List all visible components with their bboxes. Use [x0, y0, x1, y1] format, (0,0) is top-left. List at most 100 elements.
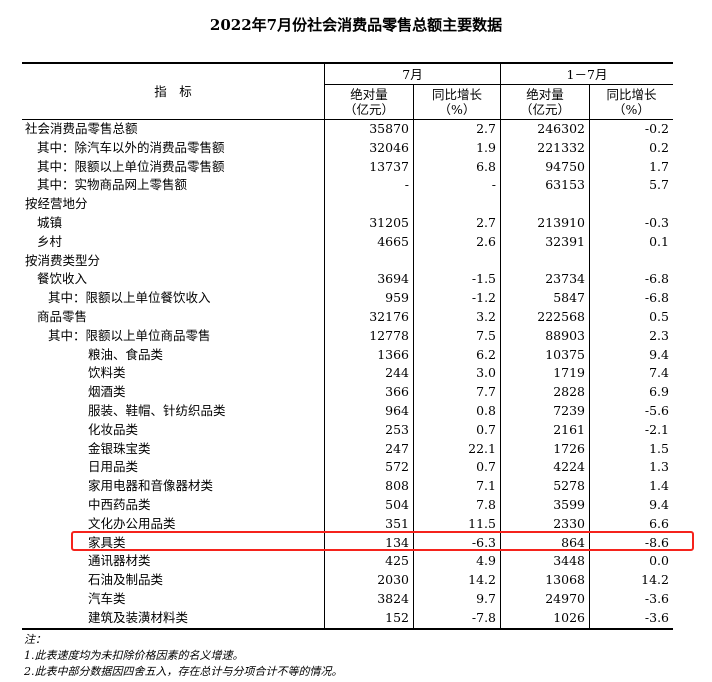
table-row: 饮料类 244 3.0 1719 7.4 — [22, 364, 673, 384]
row-value: 425 — [324, 552, 414, 572]
row-label: 石油及制品类 — [88, 572, 164, 588]
row-value: -6.8 — [589, 289, 673, 308]
table-row: 按经营地分 — [22, 195, 673, 214]
row-value: 94750 — [500, 157, 590, 177]
table-row: 石油及制品类 2030 14.2 13068 14.2 — [22, 571, 673, 590]
row-value: 2.3 — [589, 326, 673, 346]
row-value: 7239 — [500, 401, 590, 421]
row-value: 13068 — [500, 571, 590, 590]
notes: 注： 1.此表速度均为未扣除价格因素的名义增速。 2.此表中部分数据因四舍五入，… — [24, 632, 343, 680]
row-value: 0.8 — [413, 401, 501, 421]
table-row: 金银珠宝类 247 22.1 1726 1.5 — [22, 439, 673, 459]
row-value: 6.6 — [589, 514, 673, 534]
table-row: 乡村 4665 2.6 32391 0.1 — [22, 232, 673, 252]
row-value: 7.4 — [589, 364, 673, 384]
row-value: 221332 — [500, 138, 590, 158]
abs-header: 绝对量 （亿元） — [500, 84, 590, 120]
row-value: -1.2 — [413, 289, 501, 308]
row-value: 35870 — [324, 119, 414, 139]
table-row: 汽车类 3824 9.7 24970 -3.6 — [22, 589, 673, 609]
table-row: 通讯器材类 425 4.9 3448 0.0 — [22, 552, 673, 572]
row-value — [413, 251, 501, 271]
row-value: 351 — [324, 514, 414, 534]
row-value: 4.9 — [413, 552, 501, 572]
row-value: 2828 — [500, 383, 590, 402]
row-value: 2.6 — [413, 232, 501, 252]
row-value: 6.9 — [589, 383, 673, 402]
row-value: 23734 — [500, 270, 590, 290]
table-row: 其中：除汽车以外的消费品零售额 32046 1.9 221332 0.2 — [22, 138, 673, 158]
row-value: 1.9 — [413, 138, 501, 158]
row-label: 按经营地分 — [25, 196, 88, 212]
row-value: 152 — [324, 608, 414, 629]
row-value — [500, 251, 590, 271]
row-value: 32176 — [324, 307, 414, 327]
row-label: 日用品类 — [88, 459, 139, 475]
table-row: 烟酒类 366 7.7 2828 6.9 — [22, 383, 673, 402]
highlight-box — [71, 531, 694, 551]
row-value: 7.1 — [413, 477, 501, 496]
yoy-header: 同比增长 （%） — [589, 84, 673, 120]
page-title: 2022年7月份社会消费品零售总额主要数据 — [209, 16, 503, 34]
month-header: 7月 — [324, 63, 501, 85]
row-value: 1366 — [324, 345, 414, 365]
row-value: 134 — [324, 533, 414, 553]
row-label: 建筑及装潢材料类 — [88, 609, 189, 625]
row-value: 253 — [324, 420, 414, 440]
row-value — [324, 195, 414, 214]
row-label: 其中：限额以上单位商品零售 — [48, 327, 211, 343]
row-value: 213910 — [500, 213, 590, 233]
row-value: 32046 — [324, 138, 414, 158]
table-row: 餐饮收入 3694 -1.5 23734 -6.8 — [22, 270, 673, 290]
row-value: -3.6 — [589, 589, 673, 609]
row-label: 通讯器材类 — [88, 553, 151, 569]
row-value: 3694 — [324, 270, 414, 290]
row-label: 中西药品类 — [88, 496, 151, 512]
row-label: 烟酒类 — [88, 384, 126, 400]
row-value: 0.7 — [413, 458, 501, 478]
row-value: 3.2 — [413, 307, 501, 327]
row-value: 9.4 — [589, 345, 673, 365]
table-row: 按消费类型分 — [22, 251, 673, 271]
row-value: 0.7 — [413, 420, 501, 440]
table-row: 家具类 134 -6.3 864 -8.6 — [22, 533, 673, 553]
row-value: -3.6 — [589, 608, 673, 629]
row-value: 7.8 — [413, 495, 501, 515]
row-value: 1.3 — [589, 458, 673, 478]
row-value: 504 — [324, 495, 414, 515]
row-value: 9.7 — [413, 589, 501, 609]
row-value: 1.5 — [589, 439, 673, 459]
row-value: 14.2 — [413, 571, 501, 590]
abs-header: 绝对量 （亿元） — [324, 84, 414, 120]
row-value: -6.3 — [413, 533, 501, 553]
row-value: 1726 — [500, 439, 590, 459]
row-value: 3.0 — [413, 364, 501, 384]
row-value: 3824 — [324, 589, 414, 609]
row-value: 964 — [324, 401, 414, 421]
table-row: 化妆品类 253 0.7 2161 -2.1 — [22, 420, 673, 440]
row-value: 0.0 — [589, 552, 673, 572]
row-value: 246302 — [500, 119, 590, 139]
row-value: 14.2 — [589, 571, 673, 590]
row-value: - — [413, 176, 501, 196]
row-label: 家用电器和音像器材类 — [88, 478, 214, 494]
table-row: 其中：限额以上单位商品零售 12778 7.5 88903 2.3 — [22, 326, 673, 346]
table-row: 商品零售 32176 3.2 222568 0.5 — [22, 307, 673, 327]
table-row: 文化办公用品类 351 11.5 2330 6.6 — [22, 514, 673, 534]
row-value: 1.7 — [589, 157, 673, 177]
row-value: 88903 — [500, 326, 590, 346]
row-value: 0.1 — [589, 232, 673, 252]
table-row: 服装、鞋帽、针纺织品类 964 0.8 7239 -5.6 — [22, 401, 673, 421]
row-label: 其中：限额以上单位消费品零售额 — [37, 158, 225, 174]
row-value: 13737 — [324, 157, 414, 177]
row-value: 31205 — [324, 213, 414, 233]
row-value: 2030 — [324, 571, 414, 590]
row-value: 2.7 — [413, 213, 501, 233]
table-row: 家用电器和音像器材类 808 7.1 5278 1.4 — [22, 477, 673, 496]
row-label: 乡村 — [37, 233, 63, 249]
row-value: 6.8 — [413, 157, 501, 177]
row-value: 0.2 — [589, 138, 673, 158]
row-label: 商品零售 — [37, 308, 88, 324]
row-value: -6.8 — [589, 270, 673, 290]
row-value: 1.4 — [589, 477, 673, 496]
